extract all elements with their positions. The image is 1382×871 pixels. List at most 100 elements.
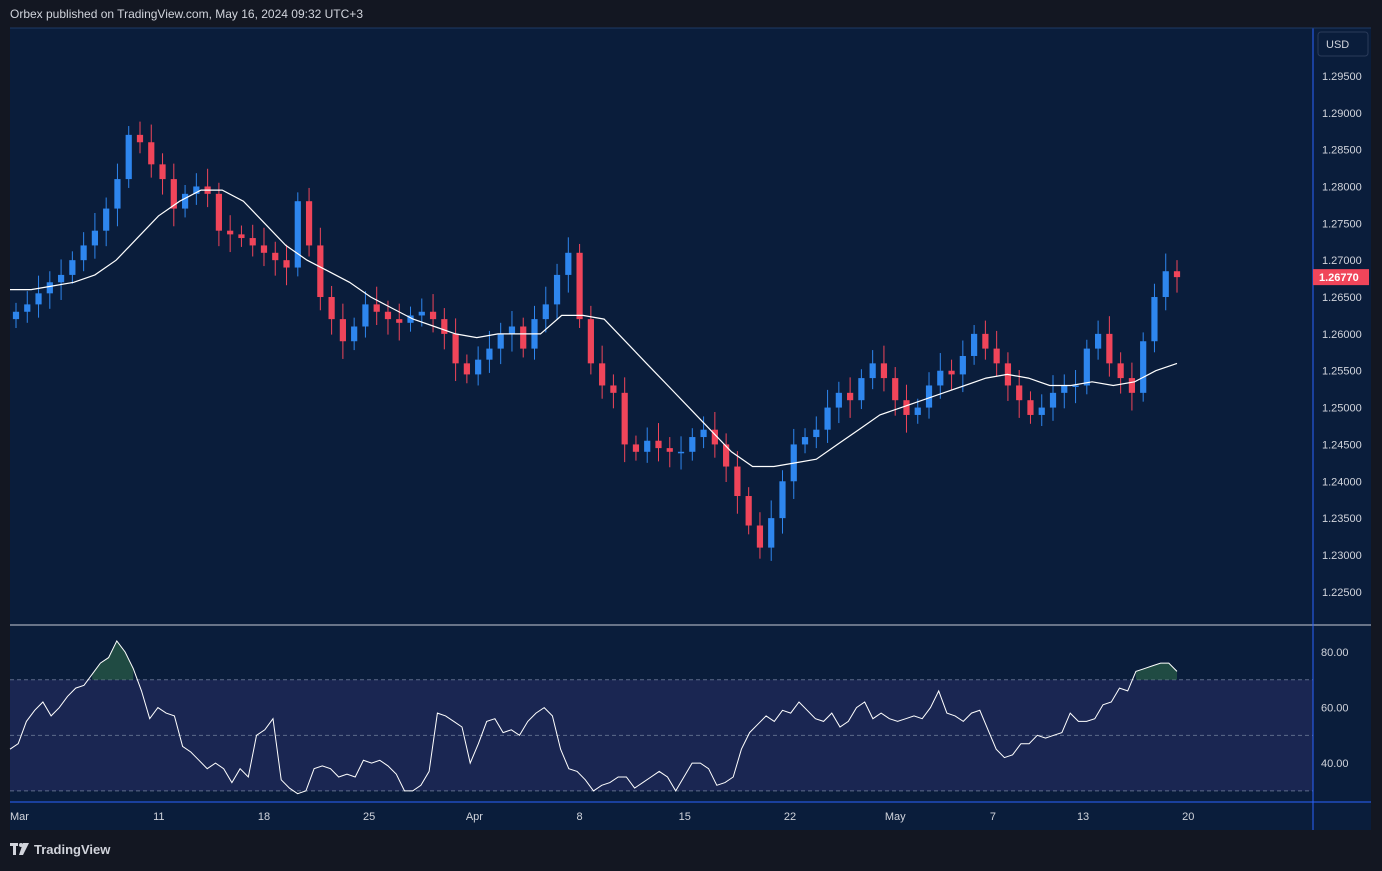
- bear-candle: [993, 348, 1000, 364]
- bear-candle: [1016, 385, 1023, 401]
- bull-candle: [24, 304, 31, 312]
- bear-candle: [1128, 378, 1136, 393]
- bear-candle: [396, 319, 403, 323]
- bull-candle: [12, 311, 20, 320]
- bull-candle: [69, 260, 76, 275]
- bear-candle: [903, 400, 910, 415]
- bull-candle: [644, 440, 651, 452]
- bull-candle: [824, 407, 831, 430]
- bull-candle: [1140, 341, 1147, 393]
- bull-candle: [937, 370, 944, 386]
- bull-candle: [193, 186, 200, 194]
- rsi-overbought-fill: [1135, 663, 1177, 680]
- bear-candle: [215, 193, 222, 231]
- bull-candle: [1162, 271, 1169, 298]
- time-axis-label: 8: [577, 811, 583, 823]
- bull-candle: [858, 378, 865, 401]
- bear-candle: [328, 297, 335, 320]
- price-tick-label: 1.28500: [1322, 145, 1362, 157]
- bull-candle: [779, 481, 786, 519]
- price-tick-label: 1.22500: [1322, 587, 1362, 599]
- time-axis-label: May: [885, 811, 906, 823]
- bear-candle: [249, 238, 256, 246]
- bull-candle: [351, 326, 358, 342]
- rsi-overbought-fill: [92, 640, 134, 680]
- bear-candle: [429, 311, 437, 320]
- bear-candle: [745, 496, 752, 526]
- bull-candle: [114, 179, 121, 209]
- bull-candle: [1049, 392, 1057, 408]
- bull-candle: [418, 311, 425, 316]
- bull-candle: [925, 385, 933, 408]
- time-axis-label: 18: [258, 811, 270, 823]
- bull-candle: [103, 208, 110, 231]
- time-axis-label: 11: [153, 811, 164, 823]
- time-axis-label: Mar: [10, 811, 29, 823]
- bull-candle: [869, 363, 876, 379]
- bull-candle: [801, 437, 809, 445]
- bear-candle: [982, 333, 989, 349]
- bull-candle: [700, 429, 707, 438]
- bear-candle: [283, 260, 290, 268]
- bull-candle: [959, 355, 966, 375]
- bull-candle: [677, 451, 685, 454]
- rsi-tick-label: 40.00: [1321, 758, 1349, 770]
- bear-candle: [305, 201, 313, 246]
- bull-candle: [294, 201, 301, 268]
- bear-candle: [666, 448, 673, 452]
- price-tick-label: 1.24000: [1322, 476, 1362, 488]
- bull-candle: [1083, 348, 1090, 386]
- price-tick-label: 1.26500: [1322, 292, 1362, 304]
- bull-candle: [1072, 385, 1079, 387]
- bull-candle: [475, 359, 482, 375]
- bull-candle: [542, 304, 549, 320]
- bear-candle: [1106, 333, 1113, 364]
- bull-candle: [689, 437, 696, 452]
- bear-candle: [723, 444, 730, 467]
- bear-candle: [384, 311, 392, 320]
- bear-candle: [463, 363, 470, 375]
- bear-candle: [621, 392, 628, 445]
- rsi-tick-label: 60.00: [1321, 703, 1349, 715]
- bull-candle: [486, 348, 493, 360]
- bear-candle: [227, 230, 234, 235]
- bear-candle: [441, 319, 448, 334]
- currency-box: [1317, 31, 1369, 57]
- bear-candle: [734, 466, 741, 497]
- tradingview-brand[interactable]: TradingView: [10, 840, 110, 858]
- price-tick-label: 1.26000: [1322, 329, 1362, 341]
- moving-average-line: [10, 189, 1178, 468]
- time-axis-label: Apr: [466, 811, 483, 823]
- bear-candle: [272, 252, 279, 261]
- bull-candle: [35, 293, 42, 305]
- bull-candle: [565, 252, 572, 275]
- bull-candle: [971, 333, 978, 356]
- price-tick-label: 1.24500: [1322, 439, 1362, 451]
- bull-candle: [46, 282, 53, 294]
- last-price-tag: [1313, 269, 1369, 286]
- time-axis-label: 15: [679, 811, 691, 823]
- bull-candle: [508, 326, 516, 334]
- brand-name: TradingView: [34, 841, 111, 857]
- bull-candle: [1061, 385, 1068, 393]
- price-tick-label: 1.25500: [1322, 366, 1362, 378]
- bull-candle: [91, 230, 99, 246]
- rsi-tick-label: 80.00: [1321, 647, 1349, 659]
- bear-candle: [880, 363, 888, 379]
- currency-label: USD: [1326, 39, 1349, 51]
- bear-candle: [1173, 271, 1181, 278]
- bear-candle: [847, 392, 854, 401]
- bear-candle: [148, 142, 155, 165]
- bull-candle: [125, 134, 132, 180]
- bull-candle: [835, 392, 842, 408]
- bear-candle: [520, 326, 527, 349]
- bear-candle: [339, 319, 346, 342]
- price-tick-label: 1.25000: [1322, 403, 1362, 415]
- tradingview-logo-icon: [10, 843, 29, 855]
- bear-candle: [576, 252, 583, 320]
- bull-candle: [1151, 297, 1158, 342]
- bear-candle: [599, 363, 606, 386]
- time-axis-label: 20: [1182, 811, 1194, 823]
